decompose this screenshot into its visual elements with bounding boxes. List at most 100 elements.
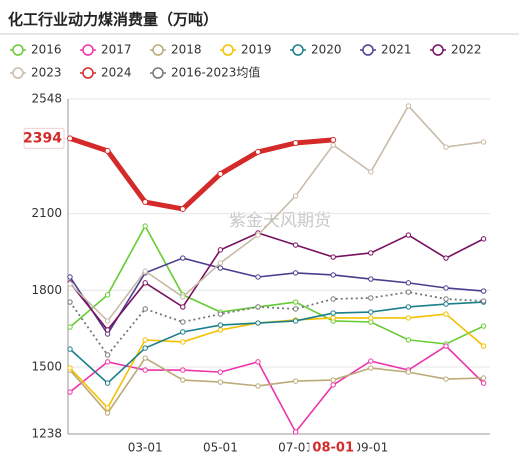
point: [368, 315, 374, 321]
point: [180, 367, 186, 373]
legend-item: 2016: [10, 43, 62, 57]
point: [368, 365, 374, 371]
point: [368, 169, 374, 175]
point: [104, 359, 111, 365]
legend-swatch: [362, 44, 374, 56]
point: [330, 254, 336, 260]
y-tick-label: 1238: [31, 427, 62, 441]
point: [480, 375, 487, 381]
legend-swatch: [12, 67, 24, 79]
series-line: [69, 257, 484, 336]
point: [368, 309, 374, 315]
point: [142, 337, 148, 343]
series-2023: [67, 103, 487, 324]
point: [292, 242, 299, 248]
point: [217, 327, 224, 333]
series-2020: [67, 299, 487, 386]
point: [142, 280, 148, 286]
point: [142, 223, 148, 229]
point: [67, 346, 73, 352]
series-2018: [67, 355, 487, 416]
point: [292, 429, 299, 435]
legend-label: 2018: [171, 43, 202, 57]
legend-label: 2021: [381, 43, 412, 57]
legend-item: 2019: [220, 43, 272, 57]
point: [330, 136, 337, 143]
point: [255, 148, 261, 155]
x-tick-label: 05-01: [203, 441, 238, 455]
point: [142, 306, 148, 312]
point: [104, 327, 111, 333]
point: [67, 389, 73, 395]
y-tick-label: 1800: [31, 283, 62, 297]
point: [180, 377, 186, 383]
point: [480, 323, 487, 329]
point: [104, 318, 111, 324]
point: [292, 270, 299, 276]
point: [255, 359, 261, 365]
legend-label: 2016: [31, 43, 62, 57]
point: [368, 295, 374, 301]
legend-swatch: [82, 67, 94, 79]
series-2017: [67, 343, 487, 435]
point: [104, 352, 111, 358]
point: [217, 170, 224, 177]
point: [292, 299, 299, 305]
point: [330, 296, 336, 302]
point: [292, 318, 299, 324]
series-line: [69, 104, 484, 323]
chart-title: 化工行业动力煤消费量（万吨）: [8, 11, 218, 29]
point: [104, 405, 111, 411]
point: [292, 139, 299, 146]
x-tick-label-highlight: 08-01: [312, 441, 354, 456]
legend-item: 2024: [80, 66, 132, 80]
point: [480, 288, 487, 294]
point: [480, 343, 487, 349]
point: [330, 377, 336, 383]
point: [142, 268, 148, 274]
point: [405, 337, 412, 343]
point: [255, 304, 261, 310]
series-line: [69, 356, 484, 415]
point: [443, 376, 449, 382]
legend-swatch: [152, 67, 164, 79]
point: [405, 232, 412, 238]
point: [405, 315, 412, 321]
point: [217, 260, 224, 266]
point: [405, 289, 412, 295]
legend-label: 2019: [241, 43, 272, 57]
point: [405, 280, 412, 286]
x-tick-label: 09-01: [353, 441, 388, 455]
point: [368, 358, 374, 364]
legend-item: 2022: [430, 43, 482, 57]
point: [104, 147, 111, 154]
point: [217, 265, 224, 271]
legend-label: 2024: [101, 66, 132, 80]
legend-label: 2016-2023均值: [171, 65, 260, 80]
legend-item: 2020: [290, 43, 342, 57]
series-line: [69, 136, 334, 212]
point: [292, 378, 299, 384]
point: [443, 144, 449, 150]
point: [180, 304, 186, 310]
point: [330, 382, 336, 388]
point: [67, 365, 73, 371]
legend-swatch: [12, 44, 24, 56]
point: [443, 255, 449, 261]
legend-swatch: [222, 44, 234, 56]
legend-label: 2022: [451, 43, 482, 57]
point: [180, 255, 186, 261]
point: [255, 320, 261, 326]
point: [104, 292, 111, 298]
point: [142, 345, 148, 351]
series-line: [69, 301, 484, 385]
data-label-bg: [23, 127, 65, 149]
point: [480, 380, 487, 386]
point: [67, 281, 73, 287]
series-line: [69, 345, 485, 434]
legend-label: 2017: [101, 43, 132, 57]
legend-swatch: [292, 44, 304, 56]
point: [405, 103, 412, 109]
legend-label: 2023: [31, 66, 62, 80]
